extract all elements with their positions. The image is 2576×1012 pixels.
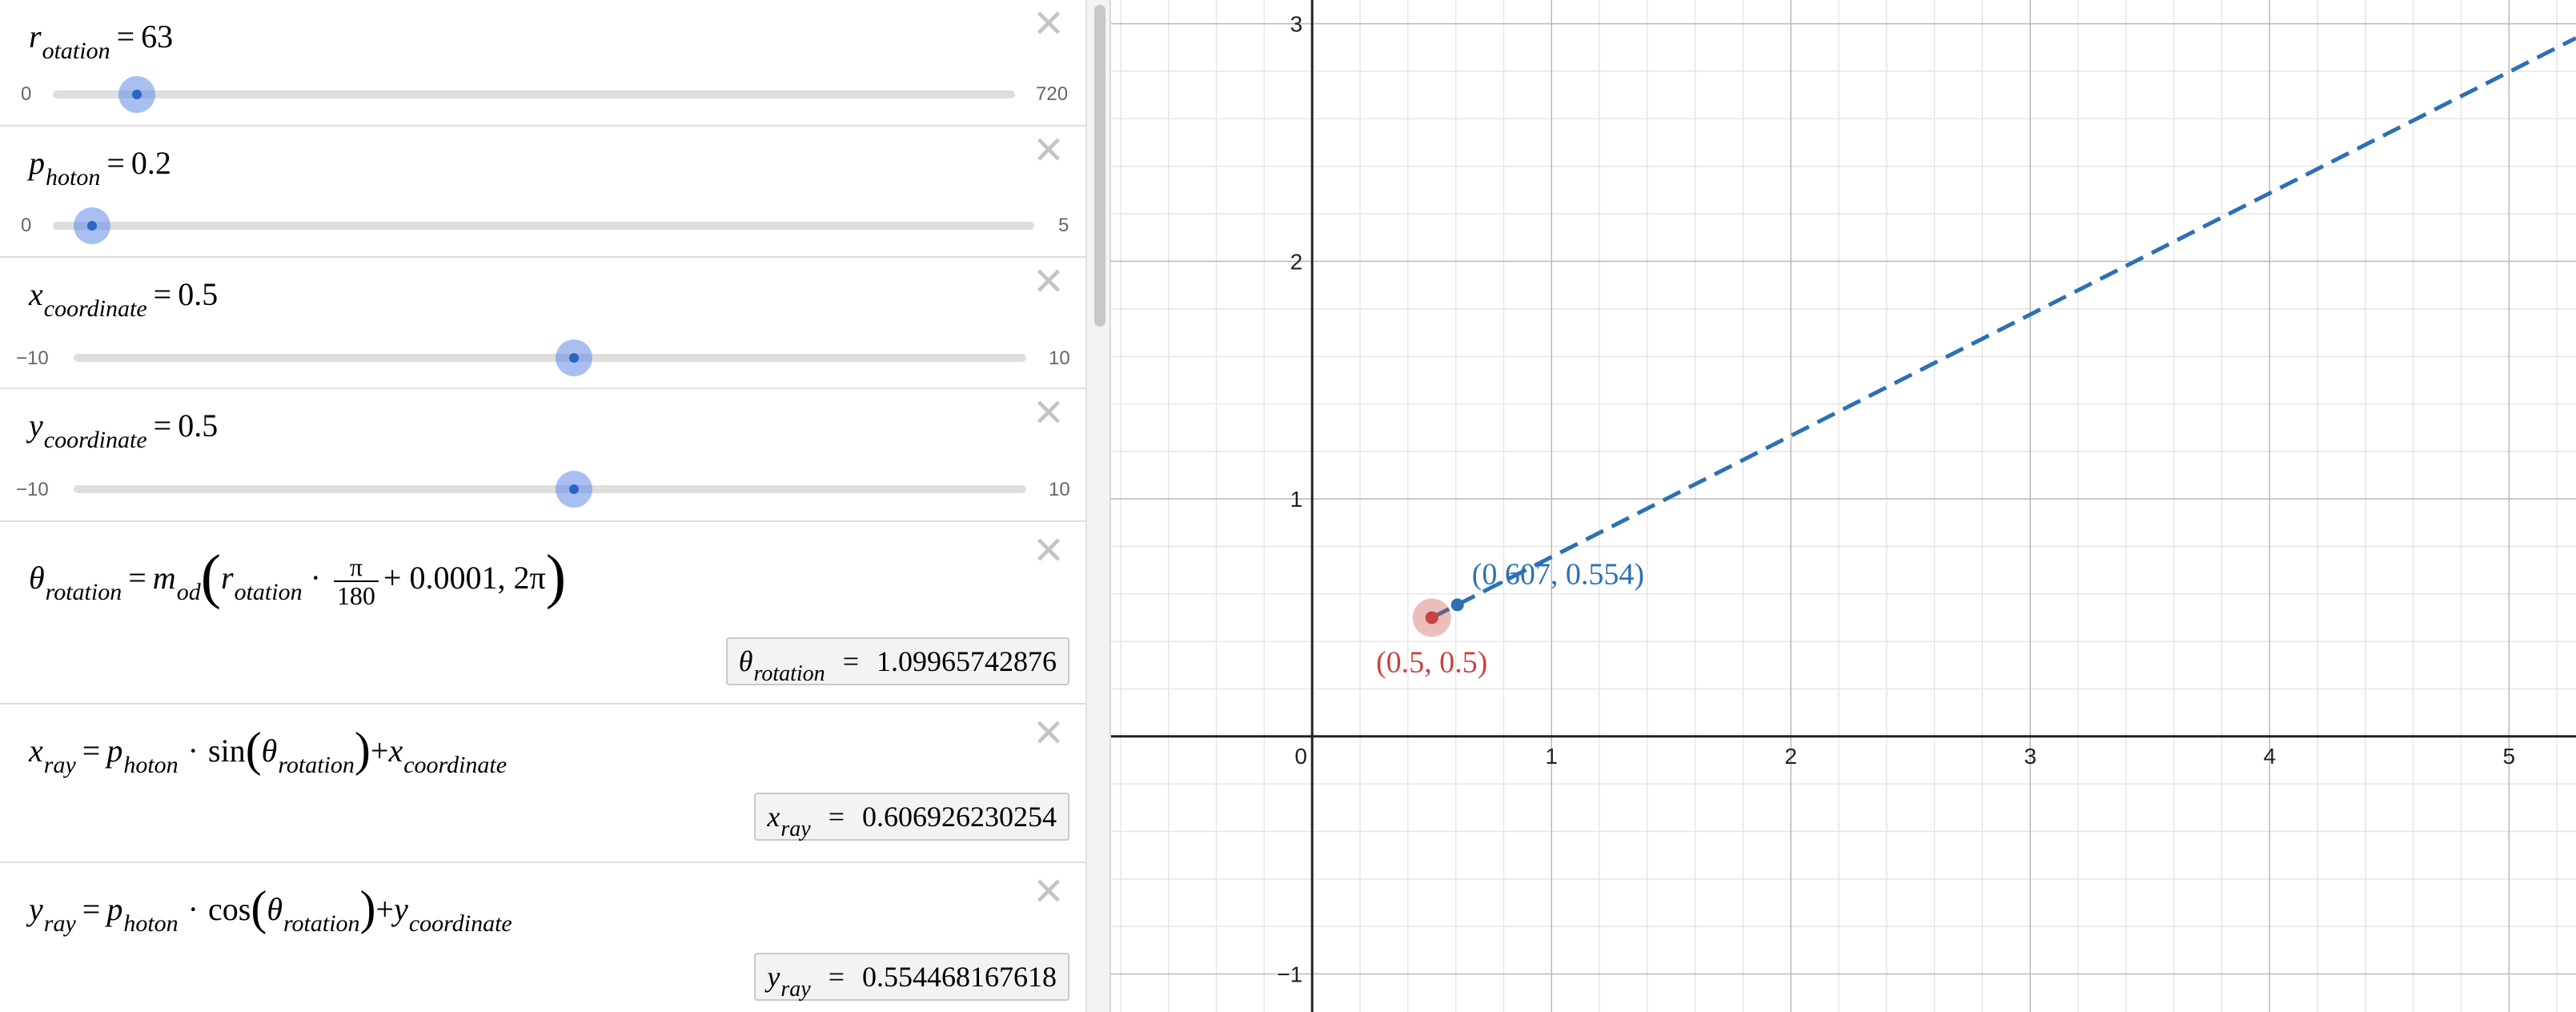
close-paren: ) bbox=[545, 542, 566, 610]
slider-equation: photon = 0.2 bbox=[29, 145, 171, 191]
origin-point-label: (0.5, 0.5) bbox=[1376, 645, 1487, 679]
scrollbar-thumb[interactable] bbox=[1094, 5, 1105, 327]
delete-expression-icon[interactable]: ✕ bbox=[1032, 259, 1065, 304]
function-name: sin bbox=[208, 733, 246, 769]
ray-point-label: (0.607, 0.554) bbox=[1472, 557, 1644, 591]
expression-x-ray[interactable]: xray = photon · sin(θrotation)+xcoordinate ✕… bbox=[0, 705, 1085, 863]
variable-name: p bbox=[29, 145, 45, 181]
slider-thumb-dot bbox=[87, 221, 98, 231]
delete-expression-icon[interactable]: ✕ bbox=[1032, 711, 1065, 756]
result-value: 1.09965742876 bbox=[877, 645, 1057, 677]
slider-thumb[interactable] bbox=[74, 207, 111, 244]
slider-track[interactable] bbox=[74, 354, 1026, 362]
slider-min-label[interactable]: 0 bbox=[21, 215, 32, 236]
delete-expression-icon[interactable]: ✕ bbox=[1032, 528, 1065, 573]
expression-slider-photon[interactable]: photon = 0.2 ✕ 0 5 bbox=[0, 127, 1085, 258]
expression-y-ray[interactable]: yray = photon · cos(θrotation)+ycoordinate ✕… bbox=[0, 863, 1085, 1012]
expression-tail: + 0.0001, 2π bbox=[383, 560, 546, 596]
graph-canvas[interactable]: 0 1 2 3 4 5 −1 1 2 3 (0.5, 0.5) (0.607, 0.554) bbox=[1111, 0, 2576, 1012]
slider-track[interactable] bbox=[53, 90, 1015, 98]
delete-expression-icon[interactable]: ✕ bbox=[1032, 869, 1065, 914]
slider-thumb[interactable] bbox=[555, 471, 592, 508]
expression-slider-y-coordinate[interactable]: ycoordinate = 0.5 ✕ −10 10 bbox=[0, 389, 1085, 522]
variable-subscript: otation bbox=[234, 579, 303, 605]
ray-line bbox=[1430, 36, 2576, 620]
function-name: cos bbox=[208, 891, 251, 927]
result-value: 0.554468167618 bbox=[862, 961, 1057, 993]
variable-name: x bbox=[29, 733, 43, 769]
origin-point bbox=[1425, 611, 1438, 624]
variable-name: r bbox=[29, 18, 42, 54]
slider-thumb[interactable] bbox=[118, 76, 156, 113]
ray-point bbox=[1451, 598, 1464, 612]
evaluation-result: yray = 0.554468167618 bbox=[754, 953, 1069, 1002]
x-ray-equation: xray = photon · sin(θrotation)+xcoordinate bbox=[29, 722, 508, 778]
slider-max-label[interactable]: 720 bbox=[1036, 83, 1069, 105]
variable-subscript: coordinate bbox=[43, 295, 147, 322]
slider-value: 63 bbox=[141, 18, 174, 54]
y-tick-label: 1 bbox=[1290, 487, 1303, 512]
variable-subscript: rotation bbox=[45, 579, 122, 605]
variable-name: y bbox=[29, 891, 43, 927]
slider-max-label[interactable]: 10 bbox=[1049, 479, 1070, 500]
open-paren: ( bbox=[200, 542, 221, 610]
slider-thumb[interactable] bbox=[555, 339, 592, 376]
slider-equation: rotation = 63 bbox=[29, 18, 174, 64]
slider-equation: ycoordinate = 0.5 bbox=[29, 408, 219, 453]
evaluation-result: θrotation = 1.09965742876 bbox=[725, 637, 1069, 686]
slider-value: 0.5 bbox=[178, 276, 219, 312]
multiply-dot: · bbox=[310, 560, 321, 596]
variable-name: y bbox=[29, 408, 43, 444]
slider-max-label[interactable]: 5 bbox=[1058, 215, 1069, 236]
result-value: 0.606926230254 bbox=[862, 801, 1057, 833]
fraction-denominator: 180 bbox=[336, 580, 375, 610]
x-tick-label: 3 bbox=[2024, 744, 2036, 769]
function-subscript: od bbox=[176, 579, 201, 605]
x-tick-label: 1 bbox=[1545, 744, 1558, 769]
slider-max-label[interactable]: 10 bbox=[1049, 347, 1070, 369]
x-tick-label: 5 bbox=[2502, 744, 2515, 769]
slider-thumb-dot bbox=[568, 484, 579, 494]
variable-subscript: otation bbox=[42, 38, 110, 64]
x-tick-label: 0 bbox=[1294, 744, 1307, 769]
slider-equation: xcoordinate = 0.5 bbox=[29, 276, 219, 322]
x-tick-label: 4 bbox=[2263, 744, 2276, 769]
slider-value: 0.2 bbox=[130, 145, 171, 181]
delete-expression-icon[interactable]: ✕ bbox=[1032, 2, 1065, 46]
y-tick-label: 3 bbox=[1290, 12, 1303, 37]
slider-track[interactable] bbox=[74, 485, 1026, 493]
variable-name: x bbox=[29, 276, 43, 312]
y-tick-label: 2 bbox=[1290, 249, 1303, 274]
expression-list-scrollbar[interactable] bbox=[1085, 0, 1111, 1012]
x-tick-label: 2 bbox=[1784, 744, 1797, 769]
expression-list: rotation = 63 ✕ 0 720 photon = 0.2 ✕ 0 5 xco… bbox=[0, 0, 1085, 1012]
slider-min-label[interactable]: −10 bbox=[16, 347, 49, 369]
theta-equation: θrotation = mod(rotation · π 180 + 0.0001, 2π) bbox=[29, 546, 566, 610]
graph-svg[interactable]: 0 1 2 3 4 5 −1 1 2 3 (0.5, 0.5) (0.607, 0.554) bbox=[1111, 0, 2576, 1012]
evaluation-result: xray = 0.606926230254 bbox=[754, 793, 1069, 841]
expression-slider-x-coordinate[interactable]: xcoordinate = 0.5 ✕ −10 10 bbox=[0, 258, 1085, 389]
delete-expression-icon[interactable]: ✕ bbox=[1032, 391, 1065, 436]
function-name: m bbox=[152, 560, 176, 596]
slider-min-label[interactable]: 0 bbox=[21, 83, 32, 105]
slider-thumb-dot bbox=[132, 90, 142, 99]
variable-name: r bbox=[221, 560, 234, 596]
variable-name: θ bbox=[29, 560, 45, 596]
equals-sign: = bbox=[128, 560, 146, 596]
slider-min-label[interactable]: −10 bbox=[16, 479, 49, 500]
expression-theta-rotation[interactable]: θrotation = mod(rotation · π 180 + 0.0001, 2π)… bbox=[0, 522, 1085, 705]
slider-thumb-dot bbox=[568, 353, 579, 363]
slider-track[interactable] bbox=[53, 222, 1034, 230]
variable-subscript: coordinate bbox=[43, 427, 147, 453]
delete-expression-icon[interactable]: ✕ bbox=[1032, 128, 1065, 173]
fraction-numerator: π bbox=[333, 553, 379, 582]
variable-subscript: hoton bbox=[46, 164, 101, 191]
y-tick-label: −1 bbox=[1277, 962, 1302, 987]
slider-value: 0.5 bbox=[178, 408, 219, 444]
y-ray-equation: yray = photon · cos(θrotation)+ycoordinate bbox=[29, 881, 512, 937]
fraction: π 180 bbox=[333, 553, 379, 610]
expression-slider-rotation[interactable]: rotation = 63 ✕ 0 720 bbox=[0, 0, 1085, 127]
